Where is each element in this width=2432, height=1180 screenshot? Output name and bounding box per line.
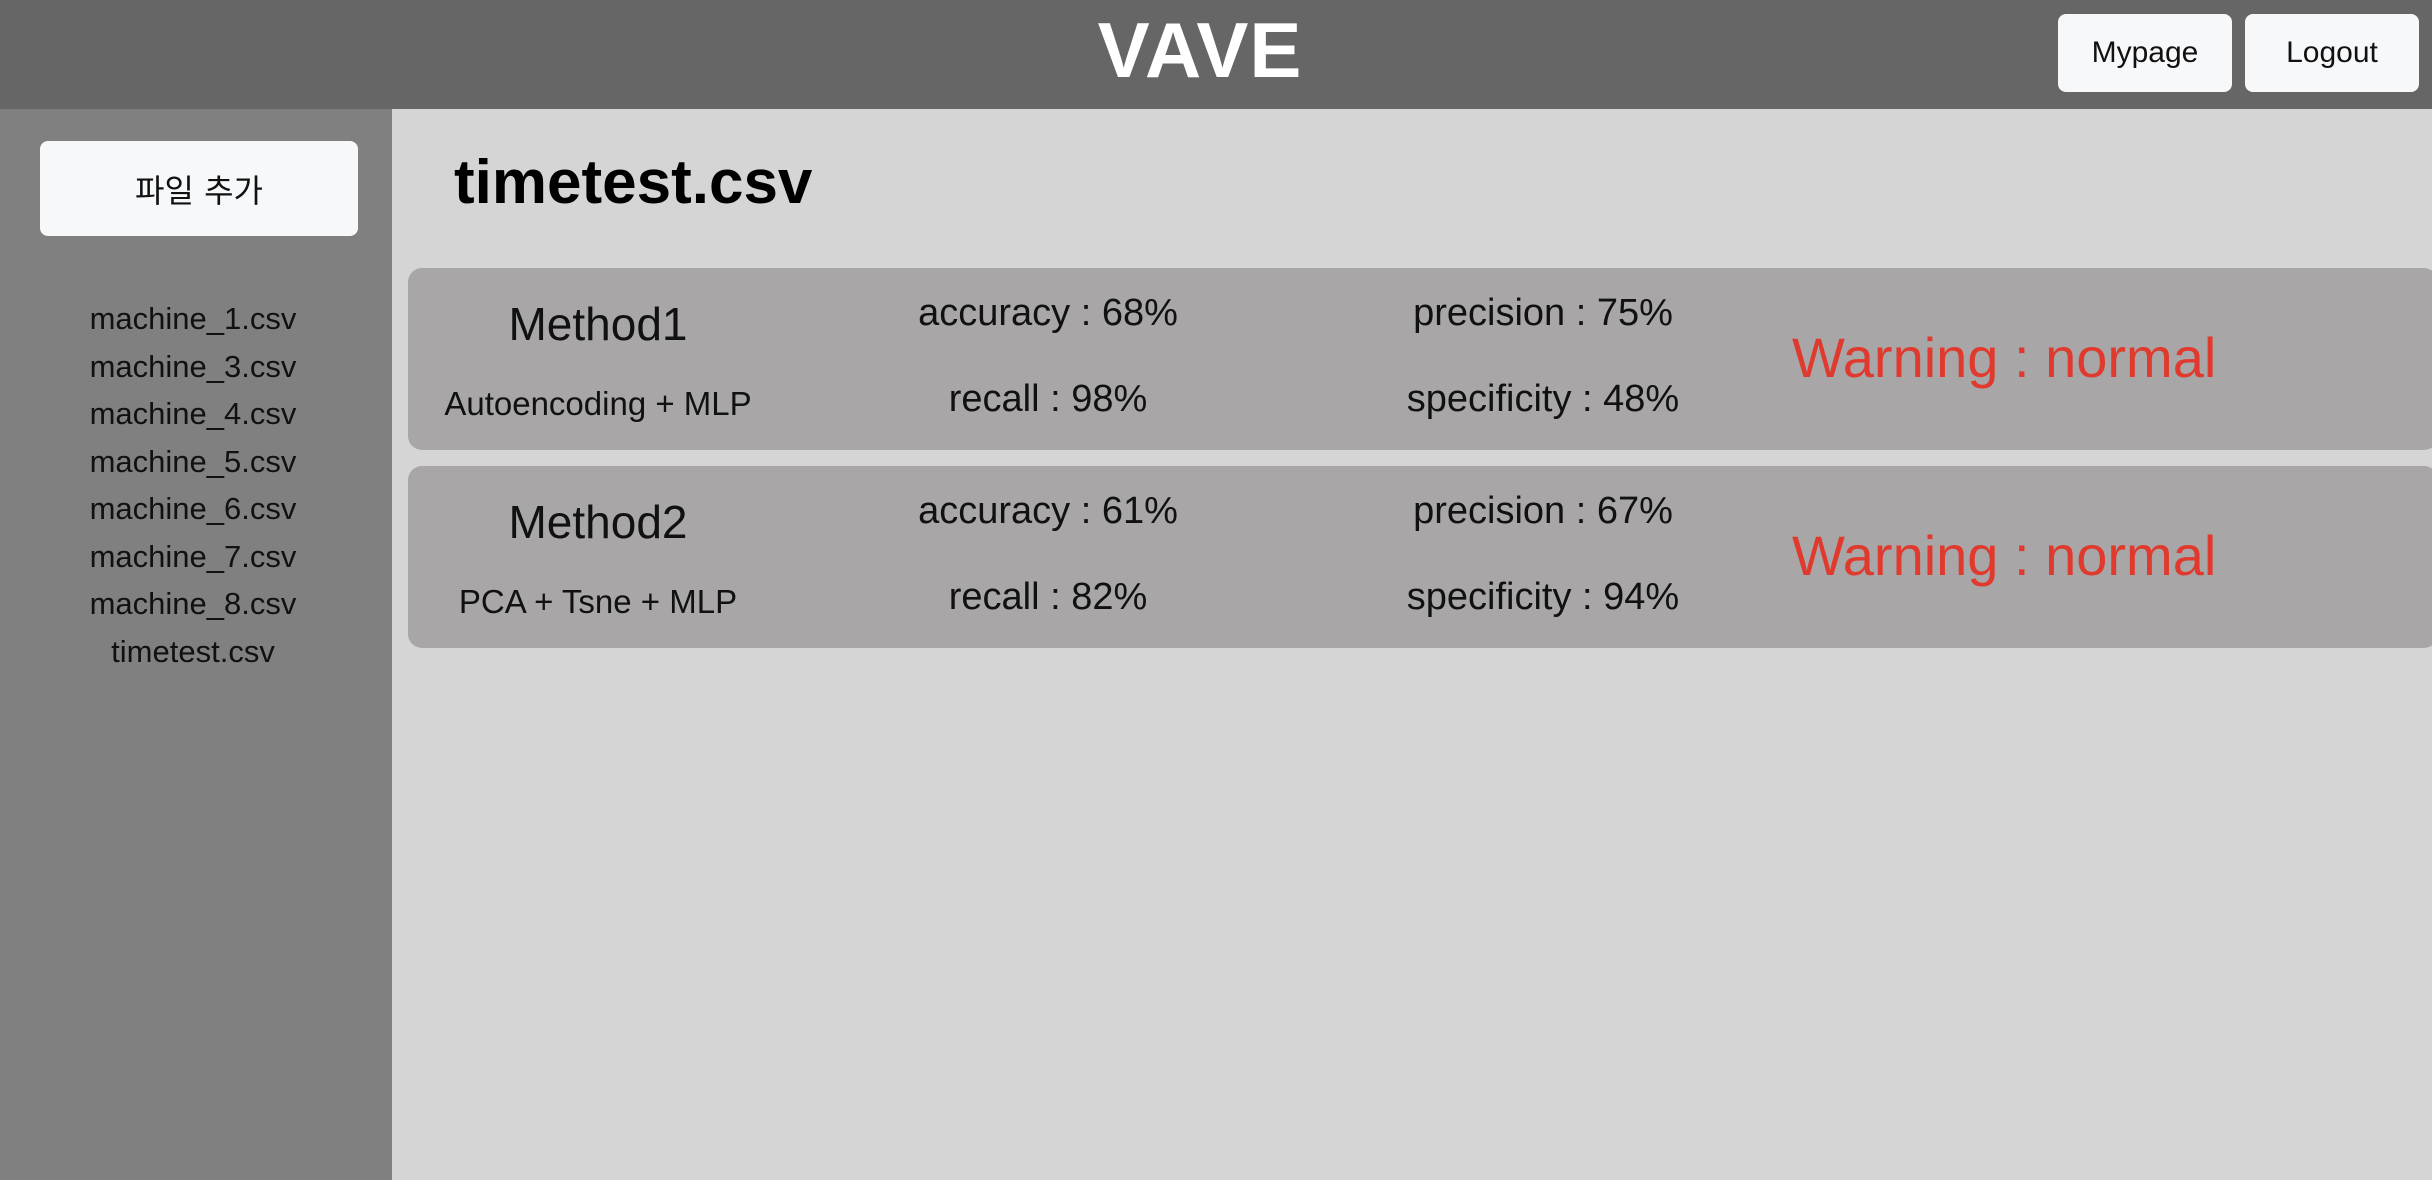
file-list-item[interactable]: machine_5.csv bbox=[89, 443, 297, 479]
top-header: VAVE Mypage Logout bbox=[0, 0, 2432, 109]
recall-value: recall : 98% bbox=[948, 378, 1148, 420]
method-name: Method1 bbox=[508, 298, 688, 350]
warning-status: Warning : normal bbox=[1792, 326, 2217, 389]
warning-status: Warning : normal bbox=[1792, 524, 2217, 587]
file-list: machine_1.csv machine_3.csv machine_4.cs… bbox=[0, 295, 386, 675]
accuracy-value: accuracy : 61% bbox=[918, 490, 1178, 532]
sidebar: 파일 추가 machine_1.csv machine_3.csv machin… bbox=[0, 109, 392, 1180]
file-list-item[interactable]: machine_3.csv bbox=[89, 348, 297, 384]
method-description: PCA + Tsne + MLP bbox=[458, 583, 738, 620]
method-card: Method1 Autoencoding + MLP accuracy : 68… bbox=[408, 268, 2432, 450]
file-list-item[interactable]: machine_8.csv bbox=[89, 586, 297, 621]
mypage-button[interactable]: Mypage bbox=[2058, 14, 2232, 92]
specificity-value: specificity : 48% bbox=[1406, 378, 1680, 420]
file-list-item[interactable]: machine_7.csv bbox=[89, 538, 297, 574]
add-file-button[interactable]: 파일 추가 bbox=[40, 141, 358, 236]
logout-button[interactable]: Logout bbox=[2245, 14, 2419, 92]
file-list-item[interactable]: timetest.csv bbox=[111, 633, 275, 669]
recall-value: recall : 82% bbox=[948, 576, 1148, 618]
accuracy-value: accuracy : 68% bbox=[918, 292, 1178, 334]
main-content: timetest.csv Method1 Autoencoding + MLP … bbox=[392, 109, 2432, 1180]
file-list-item[interactable]: machine_1.csv bbox=[89, 301, 297, 336]
method-name: Method2 bbox=[508, 496, 688, 548]
specificity-value: specificity : 94% bbox=[1406, 576, 1680, 618]
method-description: Autoencoding + MLP bbox=[444, 385, 752, 422]
file-list-item[interactable]: machine_6.csv bbox=[89, 491, 297, 526]
precision-value: precision : 75% bbox=[1413, 292, 1673, 334]
app-title: VAVE bbox=[1097, 6, 1303, 94]
precision-value: precision : 67% bbox=[1413, 490, 1673, 532]
method-card: Method2 PCA + Tsne + MLP accuracy : 61% … bbox=[408, 466, 2432, 648]
file-list-item[interactable]: machine_4.csv bbox=[89, 396, 297, 431]
page-title: timetest.csv bbox=[454, 148, 813, 217]
